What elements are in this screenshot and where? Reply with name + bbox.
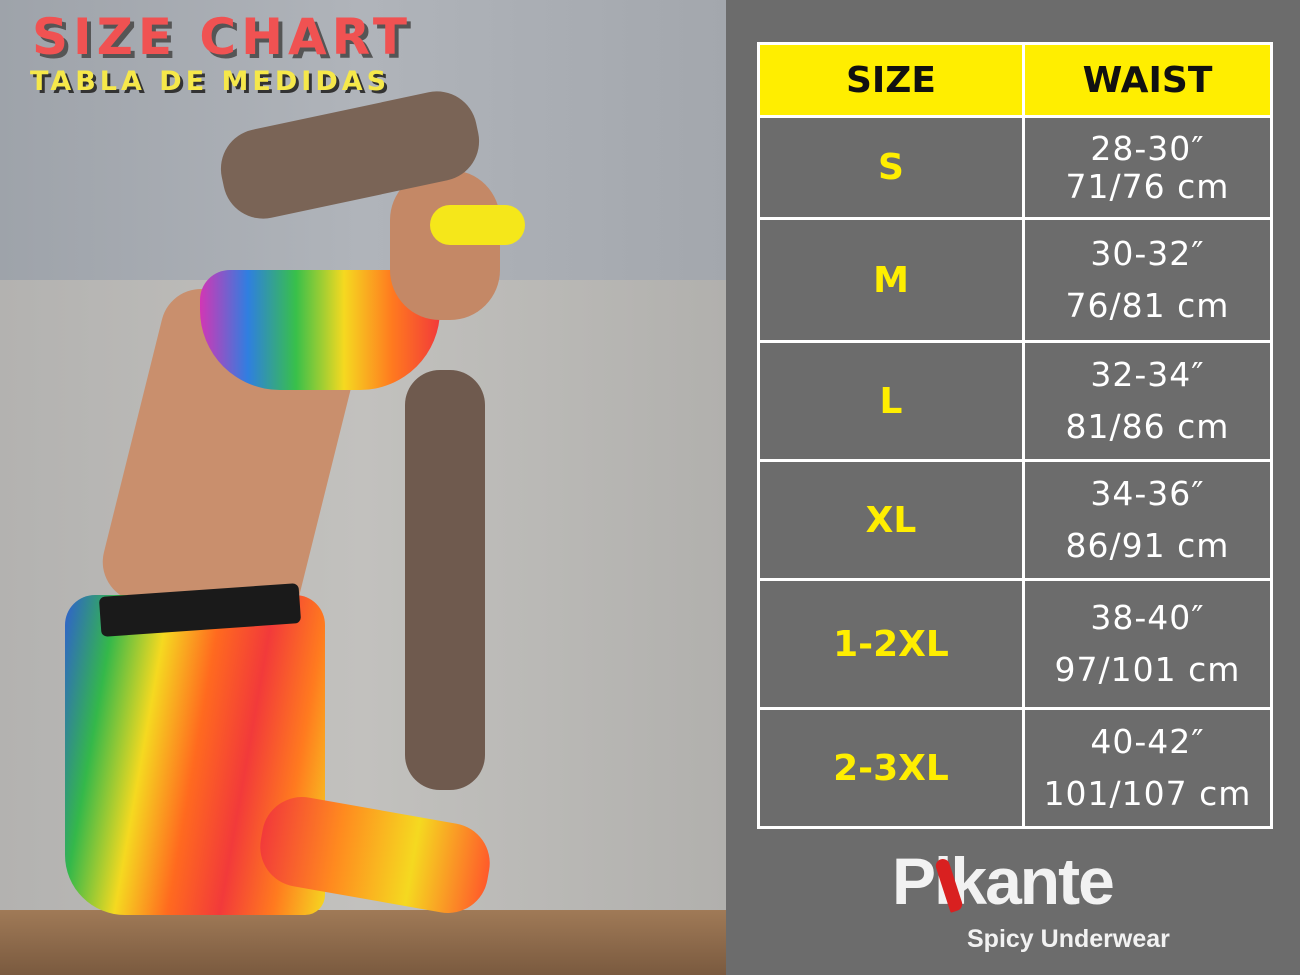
size-table: SIZE WAIST S 28-30″ 71/76 cm M 30-32″ 76/8… — [757, 42, 1273, 829]
size-cell: 1-2XL — [757, 578, 1025, 710]
table-row: 1-2XL 38-40″ 97/101 cm — [757, 578, 1273, 710]
table-row: 2-3XL 40-42″ 101/107 cm — [757, 707, 1273, 829]
size-chart-title: SIZE CHART — [32, 8, 413, 66]
table-row: XL 34-36″ 86/91 cm — [757, 459, 1273, 581]
waist-cell: 34-36″ 86/91 cm — [1022, 459, 1273, 581]
size-cell: S — [757, 115, 1025, 220]
waist-inches: 38-40″ — [1090, 598, 1205, 637]
waist-cm: 81/86 cm — [1065, 407, 1230, 446]
waist-cm: 76/81 cm — [1065, 286, 1230, 325]
brand-name: Pikante — [892, 844, 1115, 918]
pikante-logo: Pikante Spicy Underwear — [892, 846, 1172, 971]
size-cell: M — [757, 217, 1025, 343]
waist-inches: 32-34″ — [1090, 355, 1205, 394]
size-cell: XL — [757, 459, 1025, 581]
waist-cell: 32-34″ 81/86 cm — [1022, 340, 1273, 462]
brand-tagline: Spicy Underwear — [967, 925, 1170, 953]
size-chart-subtitle: TABLA DE MEDIDAS — [30, 66, 391, 97]
size-cell: 2-3XL — [757, 707, 1025, 829]
waist-cell: 28-30″ 71/76 cm — [1022, 115, 1273, 220]
model-head — [390, 170, 500, 320]
table-row: L 32-34″ 81/86 cm — [757, 340, 1273, 462]
waist-inches: 34-36″ — [1090, 474, 1205, 513]
table-row: M 30-32″ 76/81 cm — [757, 217, 1273, 343]
floor — [0, 910, 726, 975]
waist-cell: 38-40″ 97/101 cm — [1022, 578, 1273, 710]
waist-cell: 30-32″ 76/81 cm — [1022, 217, 1273, 343]
waist-cell: 40-42″ 101/107 cm — [1022, 707, 1273, 829]
sunglasses — [430, 205, 525, 245]
table-row: S 28-30″ 71/76 cm — [757, 115, 1273, 220]
waist-cm: 101/107 cm — [1043, 774, 1252, 813]
tattooed-arm — [405, 370, 485, 790]
waist-cm: 97/101 cm — [1054, 650, 1241, 689]
waist-inches: 40-42″ — [1090, 722, 1205, 761]
waist-cm: 86/91 cm — [1065, 526, 1230, 565]
model-photo: SIZE CHART TABLA DE MEDIDAS — [0, 0, 726, 975]
column-header-waist: WAIST — [1022, 42, 1273, 118]
waist-cm: 71/76 cm — [1065, 166, 1230, 206]
column-header-size: SIZE — [757, 42, 1025, 118]
size-cell: L — [757, 340, 1025, 462]
table-header: SIZE WAIST — [757, 42, 1273, 118]
waist-inches: 30-32″ — [1090, 234, 1205, 273]
waist-inches: 28-30″ — [1090, 128, 1205, 168]
